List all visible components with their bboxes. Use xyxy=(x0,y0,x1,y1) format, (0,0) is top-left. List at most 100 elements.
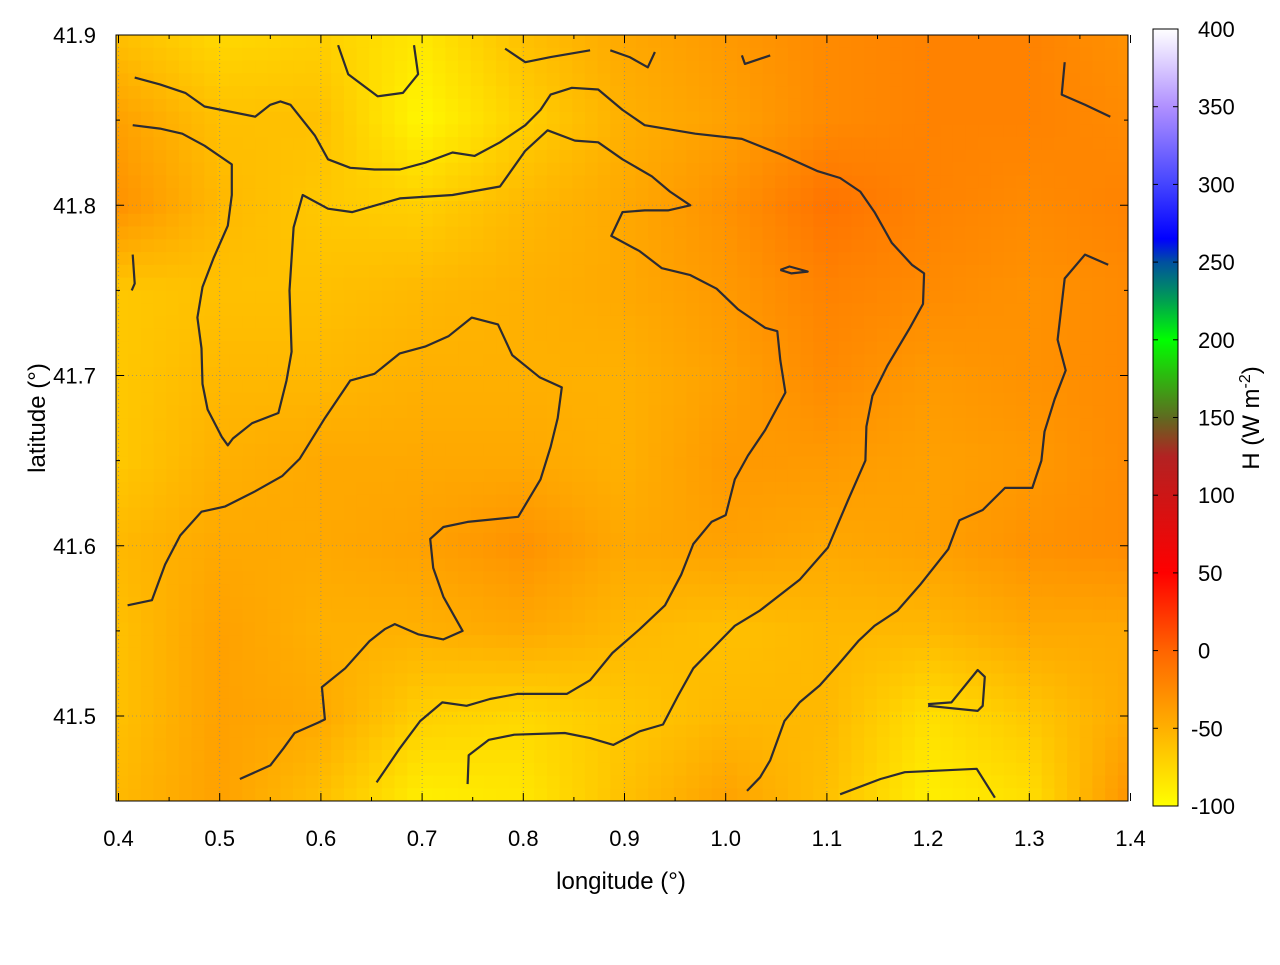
heatmap-cell xyxy=(673,303,688,317)
heatmap-cell xyxy=(1028,596,1043,611)
heatmap-cell xyxy=(534,149,548,164)
heatmap-cell xyxy=(787,443,802,457)
heatmap-cell xyxy=(838,162,852,177)
heatmap-cell xyxy=(229,111,243,125)
heatmap-cell xyxy=(889,264,903,279)
heatmap-cell xyxy=(229,571,243,585)
heatmap-cell xyxy=(914,724,929,738)
heatmap-cell xyxy=(965,711,979,726)
heatmap-cell xyxy=(1067,469,1081,483)
heatmap-cell xyxy=(343,392,358,406)
heatmap-cell xyxy=(686,430,700,445)
heatmap-cell xyxy=(978,252,992,266)
heatmap-cell xyxy=(610,635,624,649)
heatmap-cell xyxy=(914,188,929,202)
heatmap-cell xyxy=(990,73,1005,87)
heatmap-cell xyxy=(318,571,332,585)
heatmap-cell xyxy=(787,188,802,202)
heatmap-cell xyxy=(800,226,814,240)
heatmap-cell xyxy=(635,303,649,317)
heatmap-cell xyxy=(889,686,903,700)
heatmap-cell xyxy=(902,686,916,700)
heatmap-cell xyxy=(902,277,916,291)
heatmap-cell xyxy=(521,545,535,560)
heatmap-cell xyxy=(584,315,599,330)
heatmap-cell xyxy=(597,303,611,317)
heatmap-cell xyxy=(381,596,396,611)
heatmap-cell xyxy=(775,124,789,138)
heatmap-cell xyxy=(965,354,979,368)
heatmap-cell xyxy=(711,456,726,470)
heatmap-cell xyxy=(191,609,205,623)
heatmap-cell xyxy=(1003,418,1017,432)
heatmap-cell xyxy=(1041,60,1055,74)
heatmap-cell xyxy=(622,137,637,151)
heatmap-cell xyxy=(166,405,180,419)
heatmap-cell xyxy=(1079,686,1094,700)
heatmap-cell xyxy=(813,328,827,343)
heatmap-cell xyxy=(952,430,967,445)
heatmap-cell xyxy=(610,711,624,726)
heatmap-cell xyxy=(927,609,941,623)
heatmap-cell xyxy=(356,788,370,801)
heatmap-cell xyxy=(762,686,776,700)
heatmap-cell xyxy=(813,175,827,189)
heatmap-cell xyxy=(876,494,891,509)
heatmap-cell xyxy=(597,328,611,343)
heatmap-cell xyxy=(1105,264,1119,279)
heatmap-cell xyxy=(521,418,535,432)
heatmap-cell xyxy=(686,188,700,202)
heatmap-cell xyxy=(876,149,891,164)
heatmap-cell xyxy=(445,750,459,764)
heatmap-cell xyxy=(496,750,510,764)
heatmap-cell xyxy=(1016,137,1030,151)
heatmap-cell xyxy=(876,328,891,343)
heatmap-cell xyxy=(686,354,700,368)
heatmap-cell xyxy=(331,430,345,445)
heatmap-cell xyxy=(749,418,764,432)
heatmap-cell xyxy=(178,277,193,291)
heatmap-cell xyxy=(229,520,243,534)
heatmap-cell xyxy=(584,290,599,304)
heatmap-cell xyxy=(1041,456,1055,470)
heatmap-cell xyxy=(940,686,954,700)
heatmap-cell xyxy=(381,252,396,266)
heatmap-cell xyxy=(813,622,827,636)
heatmap-cell xyxy=(1067,520,1081,534)
heatmap-cell xyxy=(927,737,941,751)
heatmap-cell xyxy=(216,622,231,636)
heatmap-cell xyxy=(191,481,205,496)
heatmap-cell xyxy=(724,354,738,368)
heatmap-cell xyxy=(711,558,726,572)
heatmap-cell xyxy=(178,341,193,355)
heatmap-cell xyxy=(534,341,548,355)
heatmap-cell xyxy=(153,481,167,496)
heatmap-cell xyxy=(673,137,688,151)
heatmap-cell xyxy=(661,430,675,445)
heatmap-cell xyxy=(470,354,485,368)
heatmap-cell xyxy=(724,520,738,534)
heatmap-cell xyxy=(648,545,662,560)
heatmap-cell xyxy=(483,571,497,585)
heatmap-cell xyxy=(369,481,383,496)
heatmap-cell xyxy=(864,35,878,49)
heatmap-cell xyxy=(534,277,548,291)
heatmap-cell xyxy=(559,137,573,151)
heatmap-cell xyxy=(394,635,408,649)
heatmap-cell xyxy=(737,252,751,266)
heatmap-cell xyxy=(940,213,954,228)
heatmap-cell xyxy=(990,762,1005,777)
heatmap-cell xyxy=(255,200,269,215)
heatmap-cell xyxy=(889,558,903,572)
heatmap-cell xyxy=(1117,98,1128,113)
heatmap-cell xyxy=(1054,73,1068,87)
heatmap-cell xyxy=(635,673,649,687)
heatmap-cell xyxy=(445,239,459,253)
heatmap-cell xyxy=(940,252,954,266)
heatmap-cell xyxy=(622,175,637,189)
heatmap-cell xyxy=(635,213,649,228)
heatmap-cell xyxy=(1092,239,1106,253)
heatmap-cell xyxy=(534,252,548,266)
heatmap-cell xyxy=(1003,379,1017,394)
heatmap-cell xyxy=(965,622,979,636)
